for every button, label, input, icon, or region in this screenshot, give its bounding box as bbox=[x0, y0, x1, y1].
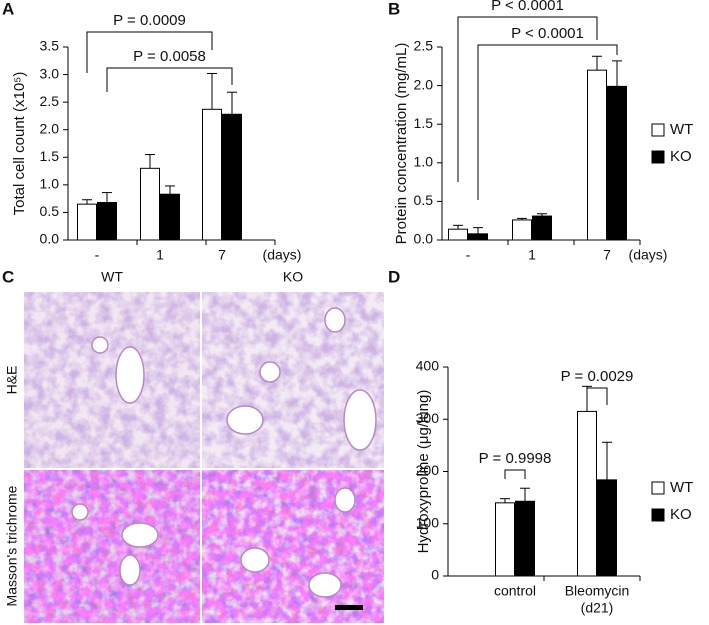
bracket bbox=[586, 387, 608, 405]
y-tick-label: 200 bbox=[416, 462, 440, 478]
p-value: P = 0.0029 bbox=[561, 368, 634, 385]
bar bbox=[97, 202, 117, 241]
p-value: P = 0.0058 bbox=[133, 48, 206, 65]
panel-label: D bbox=[388, 267, 400, 286]
bar bbox=[587, 69, 607, 241]
x-tick-label: - bbox=[95, 247, 100, 263]
bar bbox=[532, 215, 552, 241]
bar bbox=[160, 193, 180, 241]
x-tick-label: 1 bbox=[156, 247, 164, 263]
bracket bbox=[106, 67, 233, 92]
y-tick-label: 300 bbox=[416, 410, 440, 426]
column-label: WT bbox=[101, 269, 123, 285]
bracket bbox=[477, 44, 618, 200]
x-tick-label: - bbox=[466, 247, 471, 263]
panel-label: B bbox=[388, 0, 400, 18]
y-tick-label: 0.0 bbox=[40, 231, 60, 247]
row-label: H&E bbox=[4, 366, 20, 395]
y-tick-label: 1.5 bbox=[40, 148, 60, 164]
bar bbox=[222, 113, 242, 241]
p-value: P = 0.9998 bbox=[479, 450, 552, 467]
y-tick-label: 400 bbox=[416, 358, 440, 374]
legend-swatch bbox=[651, 508, 665, 522]
bar bbox=[577, 410, 597, 577]
legend-swatch bbox=[651, 150, 665, 164]
bar bbox=[202, 108, 222, 241]
y-tick-label: 0 bbox=[431, 567, 439, 583]
column-label: KO bbox=[283, 269, 303, 285]
micrographs bbox=[24, 292, 384, 623]
bracket bbox=[86, 31, 213, 73]
legend-label: WT bbox=[670, 479, 693, 496]
y-tick-label: 2.0 bbox=[414, 76, 434, 92]
legend-label: WT bbox=[670, 121, 693, 138]
y-tick-label: 0.0 bbox=[414, 231, 434, 247]
x-unit: (days) bbox=[629, 247, 668, 263]
image-texture bbox=[24, 292, 200, 468]
y-tick-label: 3.0 bbox=[40, 65, 60, 81]
bracket bbox=[457, 16, 598, 182]
airspaces bbox=[71, 307, 377, 598]
x-unit: (days) bbox=[263, 247, 302, 263]
scale-bar bbox=[335, 605, 363, 610]
y-tick-label: 0.5 bbox=[414, 192, 434, 208]
bar bbox=[515, 500, 535, 577]
row-label: Masson's trichrome bbox=[4, 485, 20, 606]
image-texture bbox=[202, 470, 384, 623]
x-tick-label: 1 bbox=[528, 247, 536, 263]
y-tick-label: 2.5 bbox=[40, 93, 60, 109]
x-tick-label: Bleomycin bbox=[565, 583, 630, 599]
y-tick-label: 1.0 bbox=[414, 154, 434, 170]
y-axis-label: Protein concentration (mg/mL) bbox=[393, 43, 410, 245]
y-tick-label: 2.0 bbox=[40, 120, 60, 136]
legend-swatch bbox=[651, 123, 665, 137]
legend-swatch bbox=[651, 481, 665, 495]
legend-label: KO bbox=[670, 148, 692, 165]
y-tick-label: 100 bbox=[416, 514, 440, 530]
y-tick-label: 3.5 bbox=[40, 38, 60, 54]
y-tick-label: 0.5 bbox=[40, 203, 60, 219]
y-tick-label: 1.0 bbox=[40, 176, 60, 192]
x-tick-label: 7 bbox=[603, 247, 611, 263]
panel-label: C bbox=[2, 267, 14, 286]
bar bbox=[77, 203, 97, 241]
y-tick-label: 1.5 bbox=[414, 115, 434, 131]
p-value: P < 0.0001 bbox=[511, 25, 584, 42]
p-value: P = 0.0009 bbox=[113, 12, 186, 29]
bar bbox=[468, 233, 488, 241]
legend-label: KO bbox=[670, 506, 692, 523]
bracket bbox=[504, 469, 526, 479]
y-axis-label: Total cell count (x10⁵) bbox=[11, 72, 28, 216]
x-tick-label: 7 bbox=[218, 247, 226, 263]
bar bbox=[607, 85, 627, 241]
p-value: P < 0.0001 bbox=[491, 0, 564, 14]
bar bbox=[512, 219, 532, 241]
y-axis-label: Hydroxyproline (μg/lung) bbox=[415, 390, 432, 554]
bar bbox=[448, 228, 468, 241]
x-tick-label: control bbox=[494, 583, 536, 599]
bar bbox=[495, 502, 515, 577]
bar bbox=[140, 167, 160, 241]
image-texture bbox=[24, 470, 200, 623]
bar bbox=[597, 479, 617, 577]
y-tick-label: 2.5 bbox=[414, 38, 434, 54]
panel-label: A bbox=[2, 0, 14, 18]
x-tick-label: (d21) bbox=[581, 600, 614, 616]
